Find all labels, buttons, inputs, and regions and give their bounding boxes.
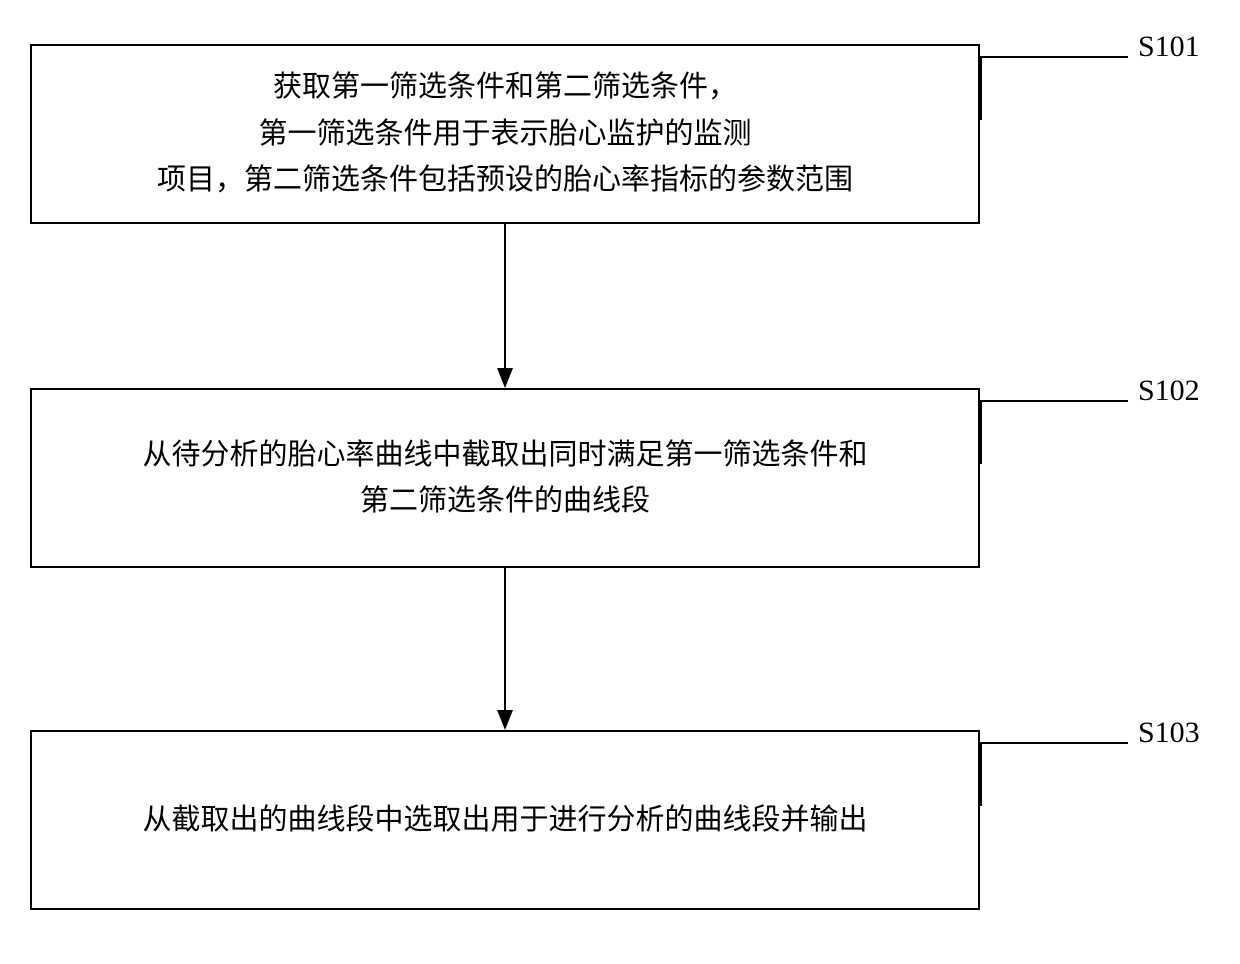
node-s101-line2: 第一筛选条件用于表示胎心监护的监测 <box>258 118 751 150</box>
label-s103: S103 <box>1138 716 1200 750</box>
node-s101-text: 获取第一筛选条件和第二筛选条件， 第一筛选条件用于表示胎心监护的监测 项目，第二… <box>157 64 853 203</box>
node-s102-line1: 从待分析的胎心率曲线中截取出同时满足第一筛选条件和 <box>142 439 867 471</box>
node-s101-line3: 项目，第二筛选条件包括预设的胎心率指标的参数范围 <box>157 164 853 196</box>
label-s102: S102 <box>1138 374 1200 408</box>
node-s101-line1: 获取第一筛选条件和第二筛选条件， <box>273 71 737 103</box>
callout-s102 <box>980 400 1128 464</box>
node-s102-text: 从待分析的胎心率曲线中截取出同时满足第一筛选条件和 第二筛选条件的曲线段 <box>142 432 867 525</box>
label-s101: S101 <box>1138 30 1200 64</box>
callout-s101 <box>980 56 1128 120</box>
node-s103: 从截取出的曲线段中选取出用于进行分析的曲线段并输出 <box>30 730 980 910</box>
node-s103-text: 从截取出的曲线段中选取出用于进行分析的曲线段并输出 <box>142 797 867 843</box>
node-s103-line1: 从截取出的曲线段中选取出用于进行分析的曲线段并输出 <box>142 804 867 836</box>
flowchart-canvas: 获取第一筛选条件和第二筛选条件， 第一筛选条件用于表示胎心监护的监测 项目，第二… <box>0 0 1240 964</box>
node-s102-line2: 第二筛选条件的曲线段 <box>360 485 650 517</box>
node-s101: 获取第一筛选条件和第二筛选条件， 第一筛选条件用于表示胎心监护的监测 项目，第二… <box>30 44 980 224</box>
callout-s103 <box>980 742 1128 806</box>
node-s102: 从待分析的胎心率曲线中截取出同时满足第一筛选条件和 第二筛选条件的曲线段 <box>30 388 980 568</box>
